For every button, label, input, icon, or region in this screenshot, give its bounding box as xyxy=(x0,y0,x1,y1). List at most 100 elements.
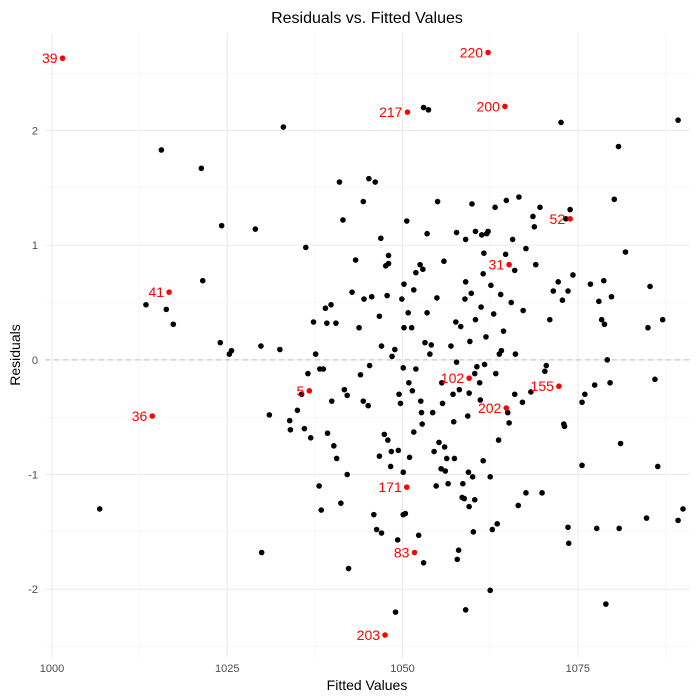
data-point xyxy=(530,213,536,220)
data-points xyxy=(96,104,686,615)
data-point xyxy=(652,376,658,383)
data-point xyxy=(378,343,385,349)
x-tick-label: 1025 xyxy=(215,663,239,675)
data-point xyxy=(453,319,459,325)
data-point xyxy=(579,462,585,469)
data-point xyxy=(504,409,511,416)
data-point xyxy=(550,288,557,294)
data-point xyxy=(456,386,463,393)
data-point xyxy=(616,525,622,532)
data-point xyxy=(467,338,473,345)
data-point xyxy=(448,343,454,349)
data-point xyxy=(258,343,264,349)
data-point xyxy=(675,117,681,123)
data-point xyxy=(608,293,615,300)
data-point xyxy=(401,324,407,331)
data-point xyxy=(480,457,486,464)
data-point xyxy=(461,495,468,502)
data-point xyxy=(96,506,103,512)
data-point xyxy=(453,229,460,236)
outlier-label: 36 xyxy=(132,408,148,424)
x-tick-label: 1075 xyxy=(566,663,590,675)
data-point xyxy=(392,609,399,615)
data-point xyxy=(163,306,170,313)
data-point xyxy=(451,455,458,462)
data-point xyxy=(539,490,545,496)
data-point xyxy=(469,201,475,207)
data-point xyxy=(301,425,308,432)
outlier-label: 155 xyxy=(531,378,555,394)
data-point xyxy=(488,282,494,289)
data-point xyxy=(402,510,409,517)
data-point xyxy=(555,279,561,285)
outlier-point xyxy=(485,49,491,56)
data-point xyxy=(487,587,493,594)
outlier-point xyxy=(404,109,411,115)
data-point xyxy=(397,400,404,407)
data-point xyxy=(408,324,415,331)
data-point xyxy=(471,370,478,377)
data-point xyxy=(287,426,294,433)
data-point xyxy=(417,398,424,404)
data-point xyxy=(643,515,650,521)
data-point xyxy=(399,296,405,302)
outlier-label: 203 xyxy=(357,627,381,643)
outlier-points: 39 220 217 200 52 31 41 5 102 155 202 36 171 83 203 xyxy=(42,44,573,643)
data-point xyxy=(333,320,339,326)
outlier-point xyxy=(306,387,313,394)
data-point xyxy=(366,362,373,369)
outlier-point xyxy=(59,55,66,62)
data-point xyxy=(376,313,383,320)
data-point xyxy=(361,296,367,302)
data-point xyxy=(596,298,602,305)
outlier-label: 31 xyxy=(489,257,505,273)
outlier-label: 39 xyxy=(42,50,58,66)
data-point xyxy=(519,399,526,406)
data-point xyxy=(561,423,568,430)
outlier-point xyxy=(466,375,472,381)
data-point xyxy=(410,287,417,293)
data-point xyxy=(659,316,666,323)
data-point xyxy=(450,418,457,425)
outlier-label: 41 xyxy=(149,284,165,300)
data-point xyxy=(328,301,334,308)
data-point xyxy=(503,197,510,204)
data-point xyxy=(604,357,611,363)
data-point xyxy=(266,412,273,418)
outlier-label: 200 xyxy=(477,98,501,114)
data-point xyxy=(492,370,499,377)
outlier-point xyxy=(503,405,510,411)
data-point xyxy=(345,565,352,572)
data-point xyxy=(680,506,686,512)
data-point xyxy=(425,107,432,113)
data-point xyxy=(424,230,430,237)
data-point xyxy=(565,524,571,531)
outlier-label: 171 xyxy=(378,479,402,495)
y-tick-label: -2 xyxy=(28,584,38,596)
data-point xyxy=(617,440,624,447)
data-point xyxy=(338,500,344,506)
data-point xyxy=(601,321,608,328)
data-point xyxy=(455,547,462,554)
data-point xyxy=(356,324,362,331)
data-point xyxy=(307,435,314,441)
data-point xyxy=(228,347,235,354)
data-point xyxy=(439,400,446,407)
data-point xyxy=(466,390,472,396)
data-point xyxy=(344,392,350,399)
data-point xyxy=(471,496,478,503)
data-point xyxy=(394,537,401,543)
data-point xyxy=(469,474,476,480)
data-point xyxy=(277,346,283,353)
data-point xyxy=(593,525,600,532)
data-point xyxy=(349,289,355,295)
data-point xyxy=(542,368,548,375)
data-point xyxy=(591,382,598,388)
data-point xyxy=(611,196,618,203)
data-point xyxy=(478,232,485,238)
data-point xyxy=(464,413,471,419)
data-point xyxy=(316,483,322,489)
outlier-point xyxy=(149,413,156,419)
data-point xyxy=(352,257,359,263)
y-tick-label: -1 xyxy=(28,470,38,482)
